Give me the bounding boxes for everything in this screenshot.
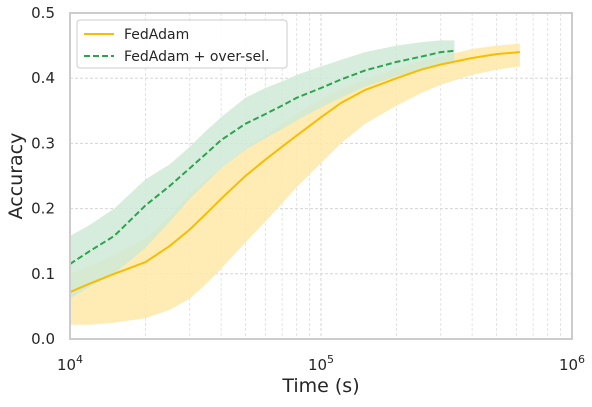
series-line-0 bbox=[69, 51, 520, 294]
confidence-bands bbox=[70, 40, 520, 325]
x-tick-label: 106 bbox=[559, 353, 585, 374]
plot-frame bbox=[69, 12, 573, 340]
series-band-0 bbox=[70, 43, 520, 325]
legend-label-fedadam-over-sel: FedAdam + over-sel. bbox=[124, 49, 269, 65]
y-axis-label: Accuracy bbox=[5, 133, 27, 220]
series-lines bbox=[69, 49, 520, 294]
y-axis-ticks: 0.0 0.1 0.2 0.3 0.4 0.5 bbox=[31, 4, 55, 348]
y-tick-label: 0.1 bbox=[31, 265, 55, 283]
x-axis-ticks: 104 105 106 bbox=[57, 353, 585, 374]
x-tick-label: 105 bbox=[308, 353, 334, 374]
legend-label-fedadam: FedAdam bbox=[124, 27, 189, 43]
legend: FedAdam FedAdam + over-sel. bbox=[76, 19, 288, 69]
series-line-1 bbox=[69, 49, 455, 265]
legend-box bbox=[76, 19, 288, 69]
y-tick-label: 0.4 bbox=[31, 69, 55, 87]
x-axis-label: Time (s) bbox=[281, 375, 359, 397]
y-tick-label: 0.0 bbox=[31, 330, 55, 348]
y-tick-label: 0.2 bbox=[31, 200, 55, 218]
y-tick-label: 0.5 bbox=[31, 4, 55, 22]
series-band-1 bbox=[70, 40, 455, 299]
x-tick-label: 104 bbox=[57, 353, 83, 374]
y-tick-label: 0.3 bbox=[31, 134, 55, 152]
